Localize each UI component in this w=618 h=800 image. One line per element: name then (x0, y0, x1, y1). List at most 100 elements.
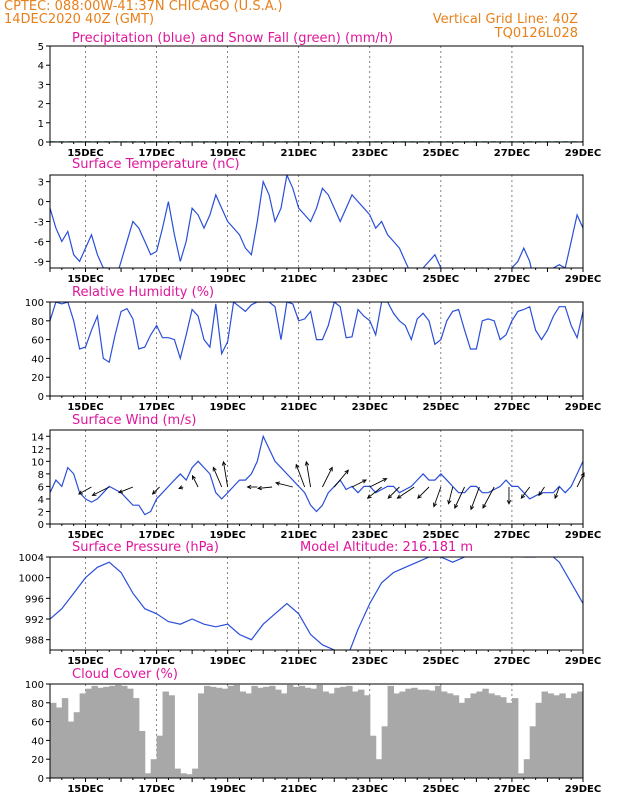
x-tick-label: 23DEC (352, 656, 388, 667)
cloud-bar (547, 693, 554, 778)
cloud-bar (121, 685, 128, 778)
wind-arrow (554, 486, 560, 499)
series-line-0 (50, 434, 583, 516)
cloud-bar (233, 684, 241, 778)
cloud-bar (565, 698, 572, 778)
model-altitude-label: Model Altitude: 216.181 m (300, 540, 473, 555)
wind-arrow-head (520, 494, 526, 500)
wind-arrow (92, 486, 110, 496)
y-tick-label: 1 (38, 119, 44, 130)
wind-arrow (417, 486, 430, 499)
series-line-0 (50, 557, 583, 650)
panel-1: Surface Temperature (nC) -9 -6 -3 0 3 15DEC 17D… (34, 157, 601, 285)
y-tick-label: 2 (38, 100, 44, 111)
cloud-bar (529, 726, 537, 778)
x-tick-label: 21DEC (281, 274, 317, 285)
x-tick-label: 19DEC (209, 784, 245, 795)
cloud-bar (55, 707, 63, 778)
y-tick-label: 0 (38, 774, 44, 785)
wind-arrow-head (362, 479, 367, 484)
cloud-bar (67, 721, 75, 778)
panel-5: Cloud Cover (%) 0 20 40 60 80 100 15DEC 17DEC 19D… (25, 667, 601, 795)
x-tick-label: 17DEC (138, 784, 174, 795)
x-tick-label: 15DEC (67, 274, 103, 285)
panel-frame (49, 683, 584, 779)
x-tick-label: 27DEC (494, 530, 530, 541)
cloud-bar (61, 698, 69, 778)
cloud-bar (488, 693, 495, 778)
wind-arrow-head (117, 489, 123, 494)
panel-2: Relative Humidity (%) 0 20 40 60 80 100 15DEC 17… (25, 285, 601, 413)
wind-arrow (454, 486, 465, 509)
grid-note-label: Vertical Grid Line: 40Z (432, 12, 578, 27)
x-tick-label: 25DEC (423, 402, 459, 413)
cloud-bar (269, 685, 276, 778)
cloud-bar (304, 687, 312, 778)
x-tick-label: 25DEC (423, 530, 459, 541)
cloud-bar (357, 689, 365, 778)
x-tick-label: 17DEC (138, 530, 174, 541)
cloud-bar (257, 687, 264, 778)
cloud-bar (411, 687, 418, 778)
cloud-bar (511, 698, 519, 778)
cloud-bar (162, 691, 169, 778)
cloud-bar (85, 688, 92, 778)
y-tick-label: 992 (25, 615, 44, 626)
cloud-bar (387, 685, 395, 778)
x-tick-label: 19DEC (209, 656, 245, 667)
panel-frame (49, 429, 584, 525)
wind-arrow-head (295, 463, 300, 469)
wind-arrow (78, 486, 92, 495)
x-tick-label: 21DEC (281, 402, 317, 413)
cloud-bar (126, 688, 134, 778)
run-time-label: 14DEC2020 40Z (GMT) (4, 12, 155, 27)
wind-arrow (470, 486, 480, 510)
wind-arrow-head (554, 494, 559, 500)
panel-title: Surface Wind (m/s) (72, 413, 196, 428)
wind-arrow-head (178, 485, 184, 490)
y-tick-label: 0 (38, 198, 44, 209)
panel-4: Surface Pressure (hPa) Model Altitude: 21… (19, 540, 602, 667)
y-tick-label: 60 (31, 336, 44, 347)
wind-arrow-head (470, 505, 475, 511)
cloud-bar (79, 693, 87, 778)
cloud-bar (452, 695, 460, 778)
cloud-bar (115, 684, 122, 778)
cloud-bar (523, 759, 531, 778)
wind-arrow-head (77, 490, 83, 495)
panel-title: Surface Temperature (nC) (72, 157, 240, 172)
cloud-bar (381, 726, 389, 778)
x-tick-label: 25DEC (423, 274, 459, 285)
y-tick-label: 20 (31, 373, 44, 384)
cloud-bar (73, 712, 81, 778)
cloud-bar (340, 686, 347, 778)
cloud-bar (275, 689, 282, 778)
cloud-bar (352, 691, 359, 778)
y-tick-label: 4 (38, 495, 44, 506)
wind-arrow-head (387, 494, 393, 499)
x-tick-label: 19DEC (209, 274, 245, 285)
panel-title: Precipitation (blue) and Snow Fall (gree… (72, 31, 393, 46)
wind-arrow-head (275, 481, 281, 486)
y-tick-label: -9 (34, 257, 44, 268)
cloud-bar (405, 688, 412, 778)
cloud-bar (292, 686, 300, 778)
panel-frame (49, 174, 584, 269)
wind-arrow (520, 486, 531, 499)
wind-arrow-head (221, 460, 227, 466)
cloud-bar (322, 691, 329, 778)
y-tick-label: 996 (25, 594, 44, 605)
y-tick-label: 1000 (19, 574, 44, 585)
y-tick-label: 0 (38, 392, 44, 403)
cloud-bar (221, 688, 229, 778)
x-tick-label: 17DEC (138, 274, 174, 285)
cloud-bar (198, 693, 205, 778)
cloud-bar (535, 702, 543, 778)
panel-title: Cloud Cover (%) (72, 667, 178, 682)
panel-frame (49, 301, 584, 397)
x-tick-label: 21DEC (281, 656, 317, 667)
cloud-bar (156, 735, 164, 778)
cloud-bar (470, 693, 477, 778)
x-tick-label: 23DEC (352, 784, 388, 795)
